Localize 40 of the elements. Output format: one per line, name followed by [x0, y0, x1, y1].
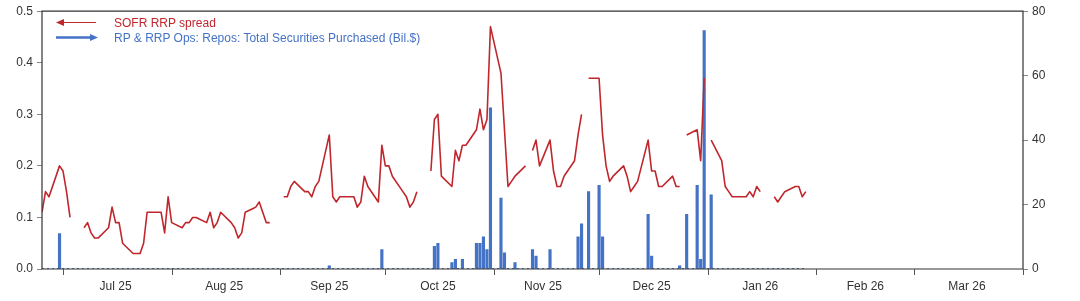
y-tick-label: 0.3: [16, 106, 34, 121]
bar: [481, 236, 486, 269]
bar: [499, 197, 503, 269]
x-tick-label: Dec 25: [632, 278, 671, 293]
y-tick-label: 0.0: [16, 261, 34, 276]
bar: [380, 249, 384, 269]
x-tick-label: Jul 25: [99, 278, 132, 293]
x-tick-label: Jan 26: [742, 278, 779, 293]
x-tick-label: Nov 25: [524, 278, 563, 293]
x-tick-label: Aug 25: [205, 278, 244, 293]
bar: [474, 242, 479, 269]
bar: [646, 213, 650, 269]
y-tick-label: 0.5: [16, 3, 34, 18]
legend-label: RP & RRP Ops: Repos: Total Securities Purchased (Bil.$): [114, 30, 421, 45]
bar: [709, 194, 713, 269]
bar: [548, 249, 552, 269]
x-tick-label: Oct 25: [420, 278, 456, 293]
y2-tick-label: 40: [1032, 132, 1046, 147]
y2-tick-label: 20: [1032, 196, 1046, 211]
y-tick-label: 0.4: [16, 55, 34, 70]
bar: [57, 233, 62, 269]
y-tick-label: 0.2: [16, 158, 34, 173]
bar: [685, 213, 689, 269]
bar: [432, 246, 436, 269]
bar: [586, 191, 591, 269]
bar: [597, 184, 601, 269]
bar: [579, 223, 584, 269]
legend-label: SOFR RRP spread: [114, 15, 216, 30]
y2-tick-label: 80: [1032, 3, 1046, 18]
bar: [530, 249, 535, 269]
bar: [436, 242, 440, 269]
y-tick-label: 0.1: [16, 209, 34, 224]
x-tick-label: Feb 26: [846, 278, 885, 293]
bar: [513, 262, 517, 269]
y2-tick-label: 60: [1032, 67, 1046, 82]
y2-tick-label: 0: [1032, 261, 1039, 276]
x-tick-label: Sep 25: [310, 278, 349, 293]
bar: [695, 184, 699, 269]
bar: [488, 107, 493, 269]
x-tick-label: Mar 26: [948, 278, 986, 293]
